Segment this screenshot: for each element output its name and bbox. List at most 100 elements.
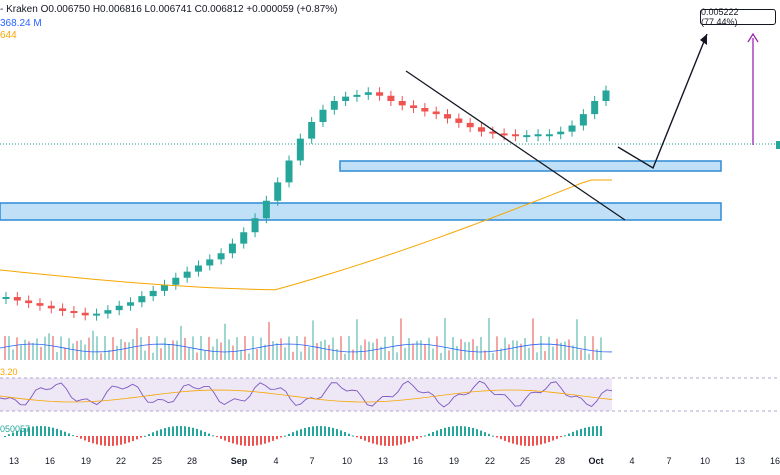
volume-bar — [532, 318, 534, 360]
candle — [421, 108, 429, 112]
volume-bar — [540, 336, 542, 360]
macd-bar — [524, 436, 526, 446]
volume-bar — [256, 348, 258, 360]
candle — [523, 135, 531, 138]
macd-bar — [424, 435, 426, 437]
volume-bar — [512, 340, 514, 360]
macd-bar — [132, 436, 134, 441]
candle — [149, 290, 157, 297]
target-measure-arrowhead — [747, 32, 759, 43]
volume-bar — [296, 336, 298, 360]
macd-bar — [112, 436, 114, 446]
volume-bar — [232, 345, 234, 360]
candle — [70, 311, 78, 313]
candle — [376, 92, 384, 96]
candle — [591, 101, 599, 115]
macd-bar — [228, 436, 230, 443]
volume-bar — [572, 345, 574, 360]
x-tick-label: 22 — [485, 456, 495, 466]
volume-bar — [444, 318, 446, 360]
macd-bar — [212, 435, 214, 437]
candle — [444, 114, 452, 119]
macd-bar — [100, 436, 102, 446]
volume-bar — [292, 351, 294, 360]
macd-bar — [12, 432, 14, 436]
candle — [534, 134, 542, 137]
candle — [489, 131, 497, 134]
volume-bar — [600, 337, 602, 360]
macd-bar — [40, 426, 42, 436]
candle — [115, 305, 123, 311]
x-tick-label: 22 — [116, 456, 126, 466]
macd-bar — [420, 436, 422, 438]
macd-bar — [56, 428, 58, 436]
macd-bar — [240, 436, 242, 446]
macd-bar — [532, 436, 534, 446]
volume-bar — [476, 345, 478, 360]
volume-bar — [148, 336, 150, 360]
macd-bar — [292, 432, 294, 436]
macd-bar — [396, 436, 398, 446]
volume-bar — [168, 344, 170, 360]
volume-bar — [24, 339, 26, 360]
volume-bar — [84, 344, 86, 360]
candle — [342, 96, 350, 101]
volume-bar — [272, 341, 274, 360]
macd-bar — [432, 432, 434, 436]
macd-bar — [24, 428, 26, 436]
volume-bar — [312, 320, 314, 360]
macd-bar — [148, 434, 150, 436]
volume-bar — [492, 353, 494, 360]
volume-bar — [156, 336, 158, 360]
macd-bar — [8, 434, 10, 436]
volume-bar — [116, 345, 118, 360]
volume-bar — [504, 337, 506, 360]
volume-bar — [440, 353, 442, 360]
volume-bar — [388, 351, 390, 360]
price-axis-marker — [776, 141, 780, 149]
macd-bar — [220, 436, 222, 439]
macd-bar — [340, 430, 342, 436]
macd-bar — [328, 426, 330, 436]
volume-bar — [428, 337, 430, 360]
volume-bar — [100, 353, 102, 360]
volume-bar — [124, 341, 126, 360]
volume-bar — [28, 341, 30, 360]
macd-bar — [572, 431, 574, 436]
volume-bar — [284, 347, 286, 360]
macd-bar — [344, 432, 346, 436]
macd-bar — [88, 436, 90, 442]
x-tick-label: 7 — [666, 456, 671, 466]
macd-bar — [264, 436, 266, 444]
macd-bar — [84, 436, 86, 441]
volume-bar — [276, 343, 278, 360]
volume-bar — [372, 342, 374, 360]
volume-bar — [104, 336, 106, 360]
volume-bar — [564, 341, 566, 360]
x-tick-label: 4 — [629, 456, 634, 466]
candle — [477, 127, 485, 132]
macd-bar — [152, 432, 154, 436]
volume-bar — [488, 318, 490, 360]
volume-bar — [8, 336, 10, 360]
macd-bar — [408, 436, 410, 443]
volume-readout: 368.24 M — [0, 18, 42, 29]
macd-bar — [232, 436, 234, 444]
volume-bar — [20, 345, 22, 360]
macd-bar — [284, 435, 286, 437]
macd-bar — [528, 436, 530, 446]
volume-bar — [140, 336, 142, 360]
volume-bar — [72, 343, 74, 360]
volume-bar — [244, 336, 246, 360]
macd-bar — [368, 436, 370, 443]
macd-bar — [332, 427, 334, 436]
volume-bar — [580, 349, 582, 360]
macd-bar — [556, 436, 558, 439]
macd-bar — [544, 436, 546, 444]
macd-bar — [44, 426, 46, 436]
macd-bar — [280, 436, 282, 438]
moving-average-line — [0, 179, 612, 291]
volume-bar — [60, 336, 62, 360]
macd-bar — [356, 436, 358, 438]
